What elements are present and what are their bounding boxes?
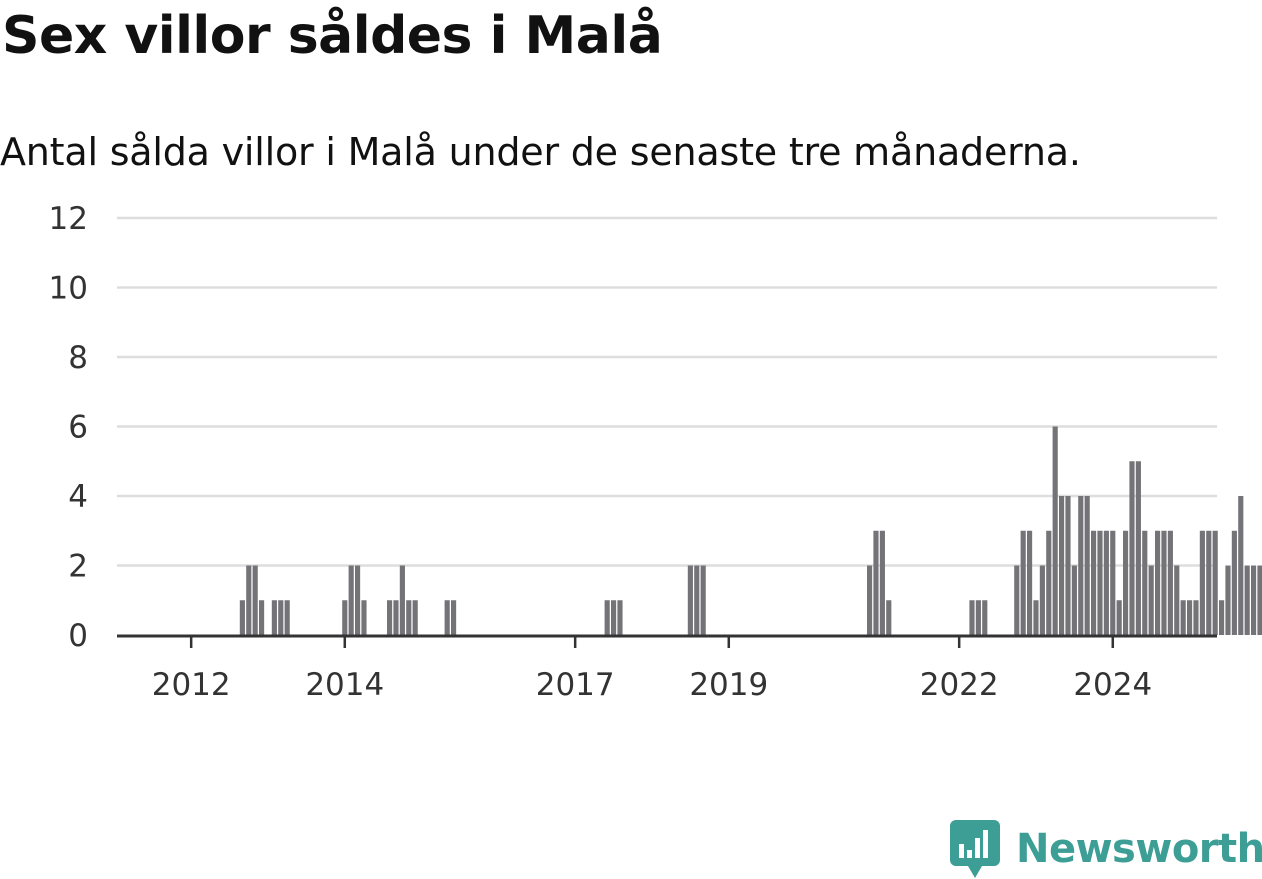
bar (617, 600, 623, 635)
bar (406, 600, 412, 635)
x-tick-label: 2022 (920, 667, 999, 703)
bar (1123, 530, 1129, 635)
bar (975, 600, 981, 635)
bar (239, 600, 245, 635)
x-axis-ticks: 2012 2014 2017 2019 2022 2024 (152, 635, 1152, 703)
bar (1116, 600, 1122, 635)
bar (399, 565, 405, 635)
bar (886, 600, 892, 635)
bar (361, 600, 367, 635)
bar (604, 600, 610, 635)
bar (611, 600, 617, 635)
bar (1039, 565, 1045, 635)
bar (1219, 600, 1225, 635)
bar (1142, 530, 1148, 635)
bar (1020, 530, 1026, 635)
bars (239, 426, 1262, 635)
y-tick-label: 12 (49, 201, 88, 237)
bar (700, 565, 706, 635)
bar (1091, 530, 1097, 635)
chart-subtitle: Antal sålda villor i Malå under de senas… (0, 130, 1081, 174)
y-tick-label: 10 (49, 271, 88, 307)
bar (451, 600, 457, 635)
y-tick-label: 0 (68, 618, 88, 654)
x-tick-label: 2019 (689, 667, 768, 703)
bar (1199, 530, 1205, 635)
bar (1206, 530, 1212, 635)
brand-name: Newsworthy (1016, 826, 1262, 872)
y-tick-label: 8 (68, 340, 88, 376)
bar (1193, 600, 1199, 635)
bar (969, 600, 975, 635)
bar (387, 600, 393, 635)
bar (1052, 426, 1058, 635)
y-tick-label: 4 (68, 479, 88, 515)
bar (1071, 565, 1077, 635)
bar (1046, 530, 1052, 635)
bar (1129, 461, 1135, 635)
x-tick-label: 2012 (152, 667, 231, 703)
bar (694, 565, 700, 635)
bar (1238, 496, 1244, 635)
bar (246, 565, 252, 635)
bar (1187, 600, 1193, 635)
bar (1103, 530, 1109, 635)
bar (1059, 496, 1065, 635)
bar (687, 565, 693, 635)
bar (1212, 530, 1218, 635)
bar (1097, 530, 1103, 635)
bar (1084, 496, 1090, 635)
y-tick-label: 2 (68, 549, 88, 585)
y-axis-ticks: 0 2 4 6 8 10 12 (49, 201, 88, 654)
bar (1180, 600, 1186, 635)
bar (1078, 496, 1084, 635)
newsworthy-logo-icon (950, 820, 1000, 878)
bar (271, 600, 277, 635)
bar (412, 600, 418, 635)
bar (1155, 530, 1161, 635)
bar (252, 565, 258, 635)
bar (1027, 530, 1033, 635)
bar (278, 600, 284, 635)
bar (1033, 600, 1039, 635)
bar (342, 600, 348, 635)
x-tick-label: 2024 (1073, 667, 1152, 703)
bar (1167, 530, 1173, 635)
x-tick-label: 2014 (305, 667, 384, 703)
bar (1065, 496, 1071, 635)
bar (867, 565, 873, 635)
bar (444, 600, 450, 635)
newsworthy-logo: Newsworthy (950, 820, 1262, 878)
bar (1161, 530, 1167, 635)
chart-title: Sex villor såldes i Malå (2, 6, 663, 66)
bar (348, 565, 354, 635)
bar (1257, 565, 1262, 635)
bar (1251, 565, 1257, 635)
bar (1135, 461, 1141, 635)
bar (1244, 565, 1250, 635)
bar (1110, 530, 1116, 635)
bar (1174, 565, 1180, 635)
bar (1225, 565, 1231, 635)
bar (259, 600, 265, 635)
bar (1148, 565, 1154, 635)
bar (982, 600, 988, 635)
bar (1014, 565, 1020, 635)
bar (879, 530, 885, 635)
x-tick-label: 2017 (536, 667, 615, 703)
bar (355, 565, 361, 635)
bar (873, 530, 879, 635)
bar (393, 600, 399, 635)
bar (284, 600, 290, 635)
y-tick-label: 6 (68, 410, 88, 446)
grid-lines (117, 216, 1217, 567)
bar (1231, 530, 1237, 635)
